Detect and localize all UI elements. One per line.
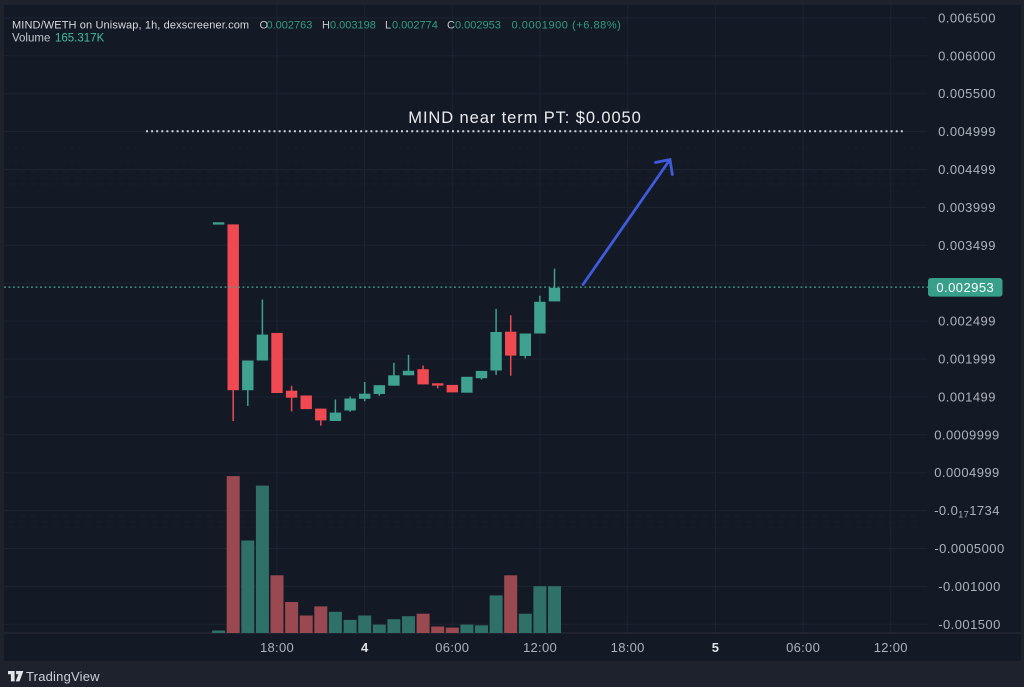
svg-text:-0.0005000: -0.0005000 <box>934 541 1004 556</box>
svg-text:-0.001000: -0.001000 <box>938 579 1001 594</box>
svg-text:0.002499: 0.002499 <box>938 314 996 329</box>
svg-text:165.317K: 165.317K <box>55 33 105 45</box>
svg-text:0.004499: 0.004499 <box>938 162 996 177</box>
svg-text:MIND/WETH on Uniswap, 1h, dexs: MIND/WETH on Uniswap, 1h, dexscreener.co… <box>12 20 249 32</box>
svg-text:L: L <box>385 20 391 32</box>
svg-text:5: 5 <box>712 640 719 655</box>
svg-text:C: C <box>447 20 455 32</box>
svg-text:O: O <box>260 20 269 32</box>
svg-text:18:00: 18:00 <box>611 640 645 655</box>
svg-text:0.003198: 0.003198 <box>330 20 376 32</box>
svg-text:0.0009999: 0.0009999 <box>934 427 1000 442</box>
svg-text:06:00: 06:00 <box>435 640 469 655</box>
svg-text:Volume: Volume <box>12 33 50 45</box>
svg-text:0.005500: 0.005500 <box>938 86 996 101</box>
svg-text:4: 4 <box>361 640 369 655</box>
svg-text:MIND near term PT: $0.0050: MIND near term PT: $0.0050 <box>408 109 641 127</box>
svg-text:0.002953: 0.002953 <box>455 20 501 32</box>
svg-text:0.0001900 (+6.88%): 0.0001900 (+6.88%) <box>512 20 622 32</box>
svg-text:-0.0171734: -0.0171734 <box>934 503 1000 520</box>
svg-text:0.003999: 0.003999 <box>938 200 996 215</box>
svg-text:0.001999: 0.001999 <box>938 352 996 367</box>
svg-text:-0.001500: -0.001500 <box>938 617 1001 632</box>
svg-text:0.0004999: 0.0004999 <box>934 465 1000 480</box>
svg-text:12:00: 12:00 <box>523 640 557 655</box>
svg-text:0.002953: 0.002953 <box>936 280 994 295</box>
svg-text:0.006500: 0.006500 <box>938 11 996 26</box>
svg-text:12:00: 12:00 <box>874 640 908 655</box>
svg-text:0.001499: 0.001499 <box>938 389 996 404</box>
svg-text:TradingView: TradingView <box>26 669 100 684</box>
svg-text:0.002774: 0.002774 <box>392 20 438 32</box>
svg-text:06:00: 06:00 <box>786 640 820 655</box>
svg-text:18:00: 18:00 <box>260 640 294 655</box>
svg-text:H: H <box>322 20 330 32</box>
svg-text:0.002763: 0.002763 <box>267 20 313 32</box>
svg-text:0.006000: 0.006000 <box>938 48 996 63</box>
svg-text:0.004999: 0.004999 <box>938 124 996 139</box>
svg-text:0.003499: 0.003499 <box>938 238 996 253</box>
